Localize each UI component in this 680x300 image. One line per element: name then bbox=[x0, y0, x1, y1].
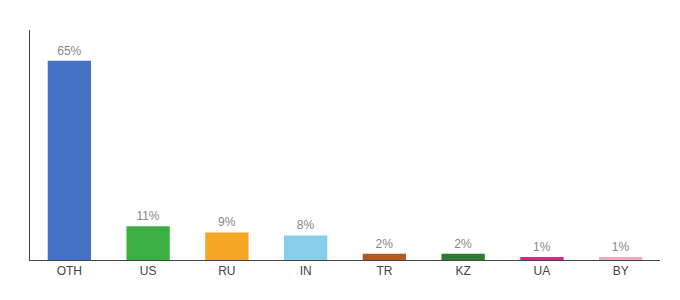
svg-text:UA: UA bbox=[534, 264, 551, 278]
svg-text:IN: IN bbox=[300, 264, 312, 278]
svg-text:1%: 1% bbox=[612, 240, 630, 254]
svg-text:8%: 8% bbox=[297, 218, 315, 232]
svg-text:9%: 9% bbox=[218, 215, 236, 229]
svg-text:BY: BY bbox=[613, 264, 629, 278]
svg-text:1%: 1% bbox=[533, 240, 551, 254]
svg-text:RU: RU bbox=[218, 264, 235, 278]
svg-text:65%: 65% bbox=[57, 44, 81, 58]
svg-text:2%: 2% bbox=[454, 237, 472, 251]
svg-text:US: US bbox=[140, 264, 157, 278]
svg-text:KZ: KZ bbox=[455, 264, 470, 278]
svg-text:11%: 11% bbox=[136, 209, 159, 223]
svg-text:2%: 2% bbox=[376, 237, 394, 251]
svg-text:OTH: OTH bbox=[57, 264, 82, 278]
svg-text:TR: TR bbox=[376, 264, 392, 278]
